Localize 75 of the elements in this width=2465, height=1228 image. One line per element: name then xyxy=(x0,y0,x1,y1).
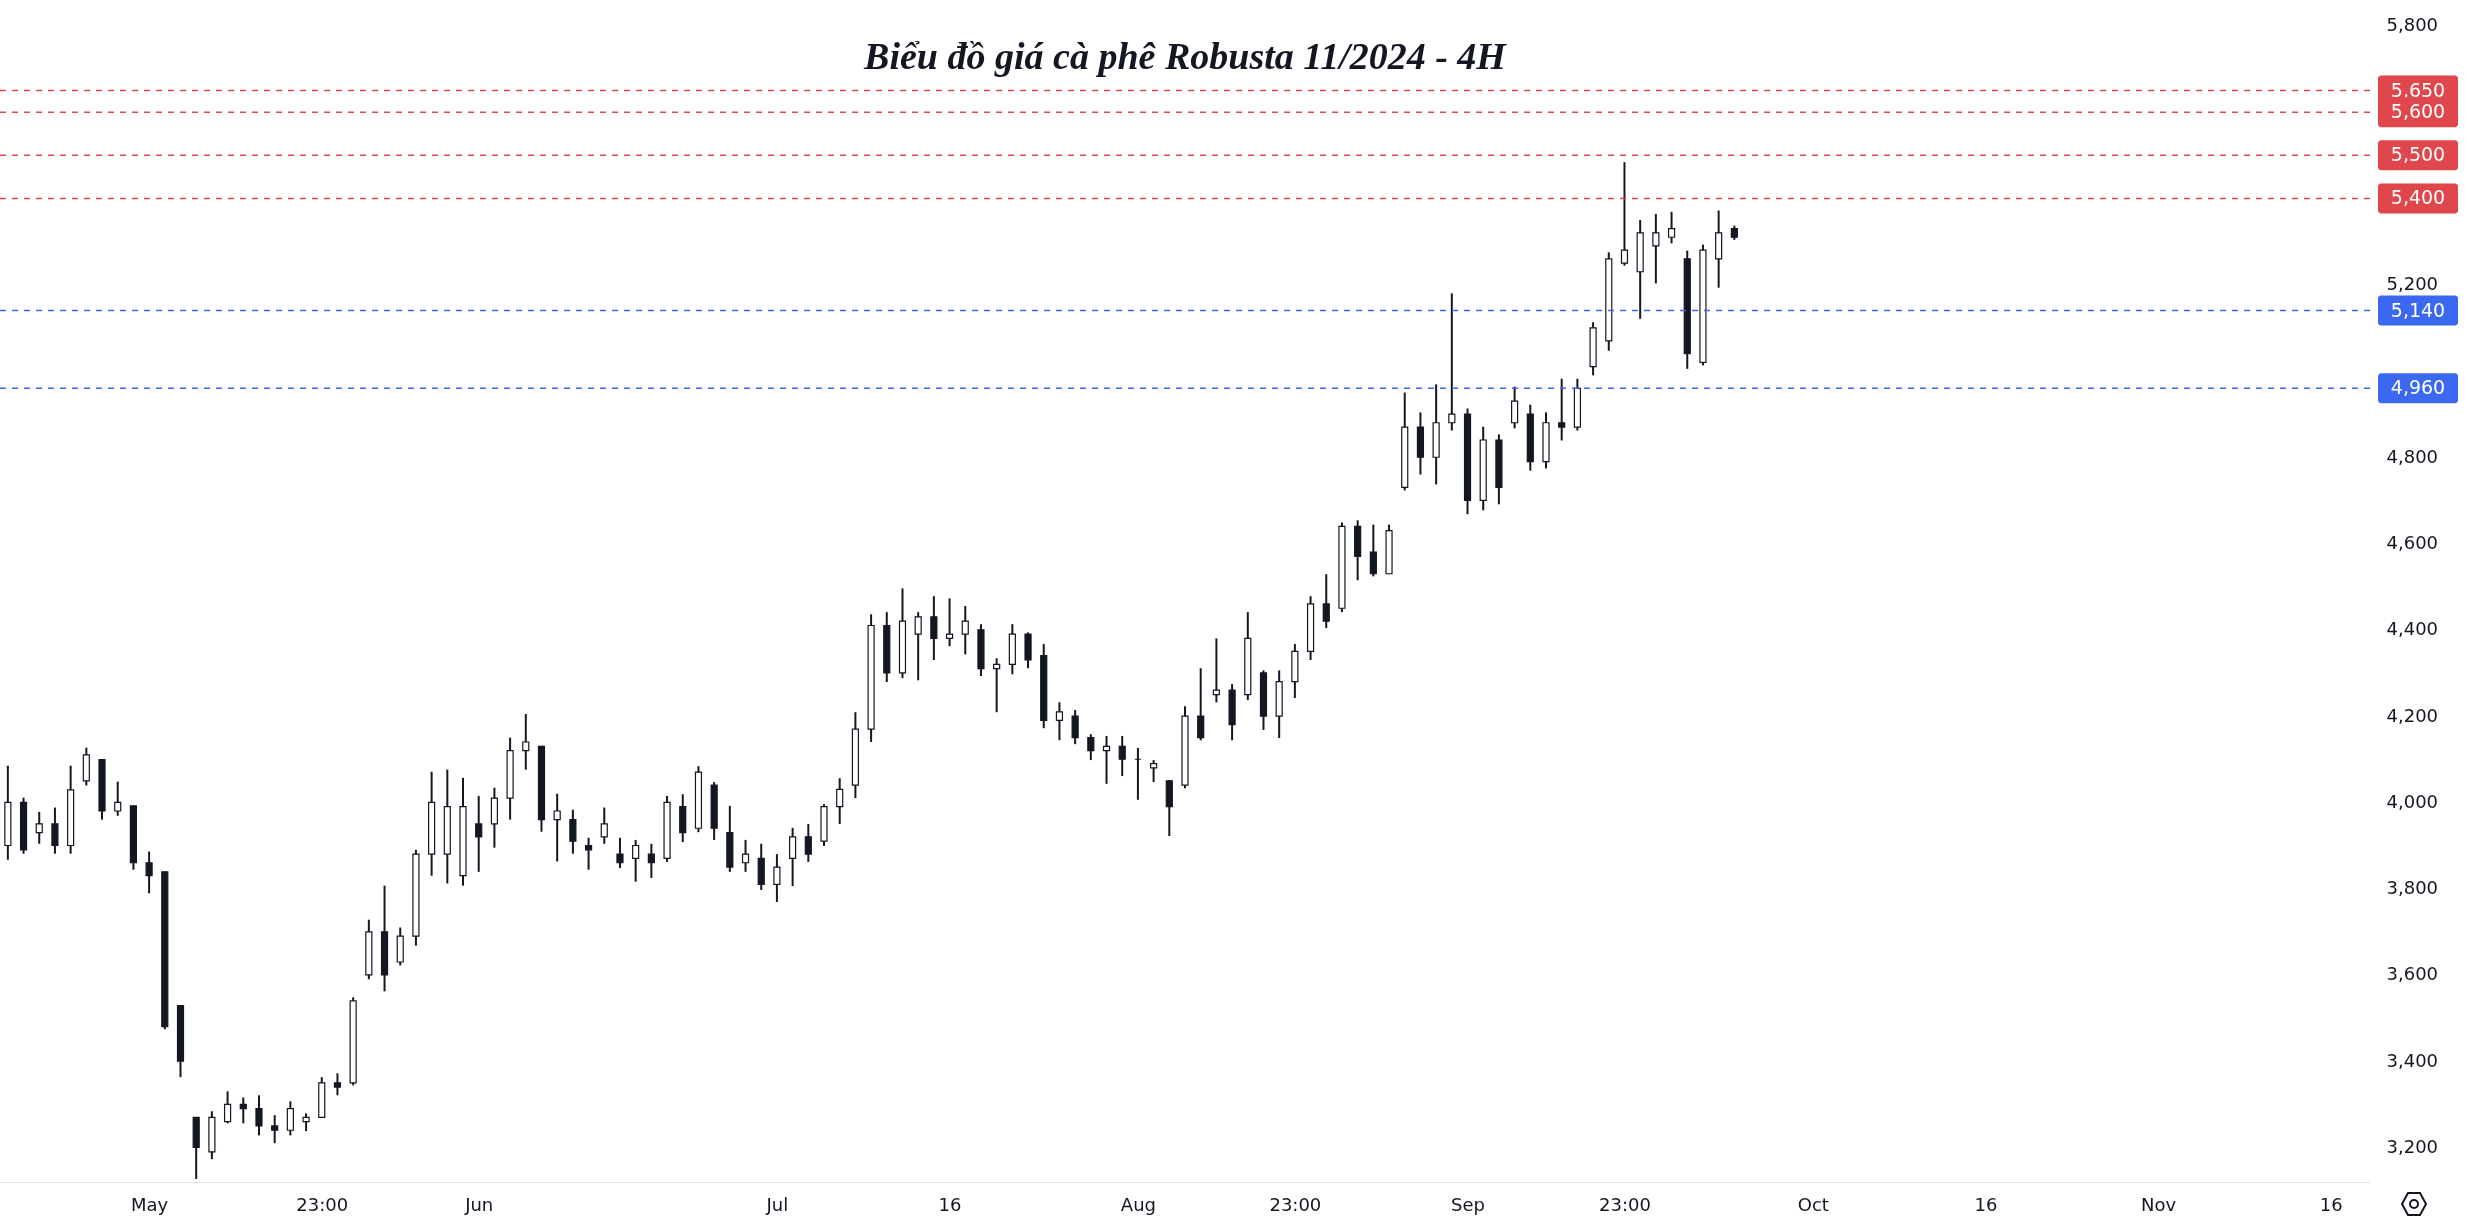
candlestick xyxy=(1667,210,1676,245)
candlestick xyxy=(632,838,640,883)
x-tick-label: Aug xyxy=(1120,1193,1156,1215)
candlestick xyxy=(993,657,1001,714)
text: Biểu đồ giá cà phê Robusta 11/2024 - 4H xyxy=(863,35,1508,77)
candlestick xyxy=(1197,667,1205,742)
ref-line-label: 4,960 xyxy=(2390,376,2446,399)
y-tick-label: 4,400 xyxy=(2386,618,2439,640)
x-tick-label: Jun xyxy=(464,1193,494,1215)
candlestick xyxy=(255,1094,263,1137)
candlestick xyxy=(1448,292,1456,432)
y-tick-label: 5,800 xyxy=(2386,14,2439,36)
candlestick xyxy=(961,605,969,656)
candlestick xyxy=(239,1096,247,1125)
candlestick xyxy=(600,806,608,845)
candlestick xyxy=(1212,637,1220,704)
y-tick-label: 4,200 xyxy=(2386,704,2439,726)
ref-line-label: 5,650 xyxy=(2390,78,2446,101)
ref-line-label: 5,400 xyxy=(2390,186,2446,209)
candlestick xyxy=(945,597,954,648)
ref-line-label: 5,140 xyxy=(2390,298,2446,321)
candlestick xyxy=(1102,734,1111,785)
candlestick xyxy=(741,838,750,873)
x-tick-label: 23:00 xyxy=(1599,1193,1651,1215)
y-tick-label: 4,000 xyxy=(2386,790,2439,812)
x-tick-label: 16 xyxy=(2319,1193,2343,1215)
candlestick xyxy=(789,826,797,888)
candlestick xyxy=(1150,759,1158,784)
candlestick xyxy=(522,712,530,771)
candlestick xyxy=(836,777,844,825)
candlestick xyxy=(286,1100,294,1137)
candlestick xyxy=(647,842,655,879)
y-tick-label: 3,200 xyxy=(2386,1135,2439,1157)
candlestick xyxy=(271,1114,279,1145)
x-tick-label: 23:00 xyxy=(1269,1193,1322,1215)
x-tick-label: May xyxy=(131,1193,169,1215)
ref-line-label: 5,500 xyxy=(2390,143,2446,166)
x-tick-label: Sep xyxy=(1451,1193,1485,1215)
candlestick xyxy=(930,595,938,662)
candlestick xyxy=(223,1090,232,1125)
candlestick xyxy=(475,794,483,873)
candlestick xyxy=(114,780,122,817)
x-tick-label: 16 xyxy=(1974,1193,1998,1215)
y-tick-label: 3,600 xyxy=(2386,963,2439,985)
candlestick xyxy=(333,1072,342,1097)
candlestick xyxy=(1118,734,1126,778)
candlestick xyxy=(616,836,624,869)
candlestick xyxy=(1369,523,1377,578)
candlestick xyxy=(804,822,812,863)
candlestick xyxy=(1620,161,1629,267)
candlestick xyxy=(145,850,153,895)
candlestick xyxy=(584,836,593,871)
y-tick-label: 4,800 xyxy=(2386,445,2439,467)
y-tick-label: 5,200 xyxy=(2386,273,2439,295)
candlestick xyxy=(1652,212,1660,285)
candlestick xyxy=(1322,573,1330,630)
candlestick xyxy=(1055,701,1064,742)
candlestick xyxy=(51,806,59,855)
x-tick-label: Oct xyxy=(1797,1193,1829,1215)
candlestick xyxy=(1087,733,1095,762)
y-tick-label: 3,400 xyxy=(2386,1049,2439,1071)
x-tick-label: Jul xyxy=(765,1193,789,1215)
candlestick xyxy=(914,611,922,682)
ref-line-label: 5,600 xyxy=(2390,100,2446,123)
x-tick-label: 16 xyxy=(938,1193,962,1215)
candlestick xyxy=(569,808,577,855)
candlestick xyxy=(773,853,781,904)
candlestick xyxy=(35,810,43,845)
y-tick-label: 4,600 xyxy=(2386,532,2439,554)
y-tick-label: 3,800 xyxy=(2386,877,2439,899)
candlestick xyxy=(553,792,561,863)
candlestick xyxy=(1071,709,1079,746)
x-tick-label: Nov xyxy=(2141,1193,2177,1215)
x-tick-label: 23:00 xyxy=(296,1193,349,1215)
candlestick xyxy=(1558,377,1566,442)
